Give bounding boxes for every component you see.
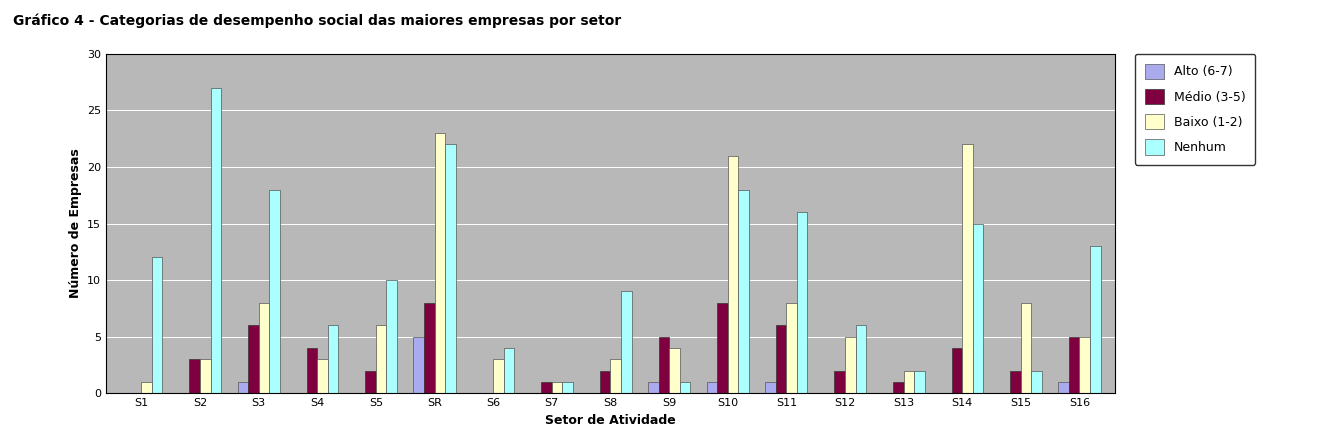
Bar xyxy=(376,325,386,393)
Bar xyxy=(856,325,867,393)
Bar xyxy=(328,325,338,393)
Bar xyxy=(552,382,563,393)
Bar xyxy=(1020,303,1031,393)
Bar xyxy=(365,371,376,393)
Bar xyxy=(738,190,748,393)
Bar xyxy=(1031,371,1042,393)
Bar xyxy=(962,144,973,393)
Bar xyxy=(151,257,162,393)
Bar xyxy=(904,371,914,393)
Bar xyxy=(600,371,610,393)
Bar xyxy=(190,359,200,393)
Bar xyxy=(1059,382,1070,393)
Bar xyxy=(951,348,962,393)
X-axis label: Setor de Atividade: Setor de Atividade xyxy=(545,414,675,427)
Bar xyxy=(658,337,669,393)
Bar xyxy=(776,325,787,393)
Bar xyxy=(845,337,856,393)
Bar xyxy=(248,325,259,393)
Bar xyxy=(504,348,515,393)
Bar xyxy=(434,133,445,393)
Bar xyxy=(386,280,397,393)
Bar xyxy=(610,359,621,393)
Bar xyxy=(211,88,222,393)
Bar xyxy=(717,303,727,393)
Bar xyxy=(414,337,423,393)
Bar xyxy=(914,371,925,393)
Bar xyxy=(445,144,455,393)
Bar xyxy=(269,190,280,393)
Bar xyxy=(1089,246,1100,393)
Bar xyxy=(648,382,658,393)
Bar xyxy=(669,348,679,393)
Bar xyxy=(893,382,904,393)
Bar xyxy=(1010,371,1020,393)
Bar xyxy=(259,303,269,393)
Bar xyxy=(835,371,845,393)
Bar xyxy=(238,382,248,393)
Bar xyxy=(798,212,807,393)
Bar xyxy=(621,291,632,393)
Bar xyxy=(706,382,717,393)
Bar xyxy=(973,224,983,393)
Legend: Alto (6-7), Médio (3-5), Baixo (1-2), Nenhum: Alto (6-7), Médio (3-5), Baixo (1-2), Ne… xyxy=(1135,54,1255,164)
Bar xyxy=(541,382,552,393)
Bar xyxy=(200,359,211,393)
Bar xyxy=(494,359,504,393)
Bar xyxy=(423,303,434,393)
Bar xyxy=(727,156,738,393)
Text: Gráfico 4 - Categorias de desempenho social das maiores empresas por setor: Gráfico 4 - Categorias de desempenho soc… xyxy=(13,13,621,28)
Bar xyxy=(142,382,151,393)
Y-axis label: Número de Empresas: Número de Empresas xyxy=(69,148,82,299)
Bar xyxy=(1070,337,1079,393)
Bar xyxy=(317,359,328,393)
Bar xyxy=(563,382,573,393)
Bar xyxy=(1079,337,1089,393)
Bar xyxy=(679,382,690,393)
Bar xyxy=(307,348,317,393)
Bar xyxy=(766,382,776,393)
Bar xyxy=(787,303,798,393)
